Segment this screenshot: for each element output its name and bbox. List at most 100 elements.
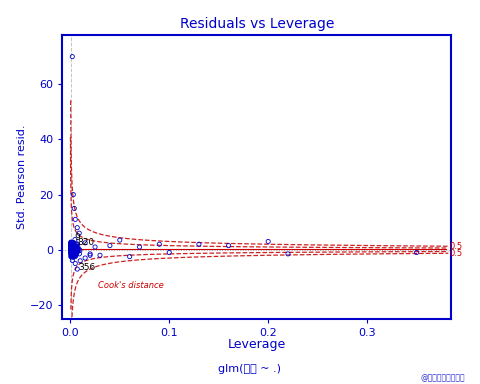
Y-axis label: Std. Pearson resid.: Std. Pearson resid.: [17, 124, 27, 229]
Point: [68, 245, 75, 252]
Point: [69, 247, 76, 253]
Point: [67, 248, 75, 254]
Point: [70, 245, 78, 251]
Point: [68, 245, 76, 251]
Point: [67, 247, 75, 253]
Point: [69, 241, 77, 247]
Point: [68, 248, 76, 255]
Point: [69, 241, 76, 247]
Point: [69, 246, 76, 252]
Point: [70, 249, 77, 255]
Point: [70, 246, 77, 252]
Point: [68, 242, 75, 248]
Point: [69, 246, 76, 252]
Point: [68, 245, 75, 251]
Point: [71, 252, 78, 258]
Point: [68, 245, 75, 251]
Point: [67, 247, 75, 253]
Point: [68, 247, 76, 253]
Point: [67, 248, 75, 255]
Point: [68, 251, 75, 257]
Point: [70, 245, 78, 251]
Point: [72, 251, 80, 257]
Point: [68, 252, 75, 258]
Point: [71, 242, 79, 248]
Point: [71, 253, 79, 259]
Point: [70, 249, 78, 255]
Point: [67, 245, 75, 251]
Point: [69, 53, 76, 60]
Point: [69, 251, 76, 257]
Text: 820: 820: [77, 238, 95, 247]
Point: [69, 252, 76, 258]
Point: [71, 247, 78, 253]
Title: Residuals vs Leverage: Residuals vs Leverage: [180, 17, 334, 31]
Point: [67, 249, 75, 255]
Point: [68, 249, 75, 255]
Point: [70, 242, 77, 248]
Point: [68, 245, 75, 252]
Point: [72, 246, 80, 252]
Point: [86, 252, 94, 258]
Point: [68, 250, 75, 256]
Point: [68, 247, 76, 253]
Point: [69, 247, 77, 253]
Point: [68, 251, 75, 257]
Text: 9: 9: [74, 233, 80, 242]
Point: [68, 244, 76, 250]
Point: [71, 249, 78, 255]
Point: [70, 247, 78, 253]
Point: [68, 243, 75, 249]
Point: [67, 244, 75, 250]
Point: [72, 248, 80, 255]
Point: [69, 248, 76, 255]
Point: [71, 245, 79, 252]
Text: 356: 356: [78, 263, 96, 272]
Point: [70, 245, 78, 252]
Point: [72, 246, 79, 252]
Point: [73, 249, 81, 255]
Point: [69, 247, 77, 253]
Point: [69, 245, 76, 251]
Point: [67, 246, 75, 252]
Point: [67, 242, 75, 248]
Point: [68, 247, 75, 253]
Point: [70, 243, 78, 250]
Point: [72, 250, 79, 257]
Point: [67, 248, 75, 255]
Point: [67, 244, 75, 250]
Point: [69, 247, 76, 253]
Point: [67, 239, 75, 245]
Point: [69, 249, 77, 255]
Point: [75, 247, 83, 253]
Point: [72, 250, 79, 257]
Point: [71, 205, 78, 212]
Point: [67, 247, 75, 253]
Point: [70, 243, 77, 249]
Point: [68, 246, 75, 252]
Point: [67, 254, 75, 260]
Point: [69, 248, 77, 255]
Point: [69, 250, 77, 256]
Point: [68, 249, 75, 255]
Point: [68, 247, 75, 253]
Point: [69, 249, 77, 255]
Point: [73, 247, 81, 253]
Point: [69, 249, 76, 255]
Point: [68, 247, 75, 253]
Point: [69, 250, 77, 256]
Point: [68, 248, 75, 255]
Point: [264, 238, 272, 245]
Point: [67, 249, 75, 255]
Point: [68, 253, 75, 259]
Text: glm(流失 ~ .): glm(流失 ~ .): [218, 364, 281, 374]
Point: [69, 243, 77, 249]
Point: [69, 250, 77, 256]
Point: [68, 247, 76, 253]
Point: [68, 247, 76, 253]
Text: @稿土坦金技术社区: @稿土坦金技术社区: [421, 373, 466, 382]
Point: [68, 240, 75, 246]
Point: [71, 244, 78, 250]
Point: [67, 248, 75, 254]
Point: [136, 244, 144, 250]
